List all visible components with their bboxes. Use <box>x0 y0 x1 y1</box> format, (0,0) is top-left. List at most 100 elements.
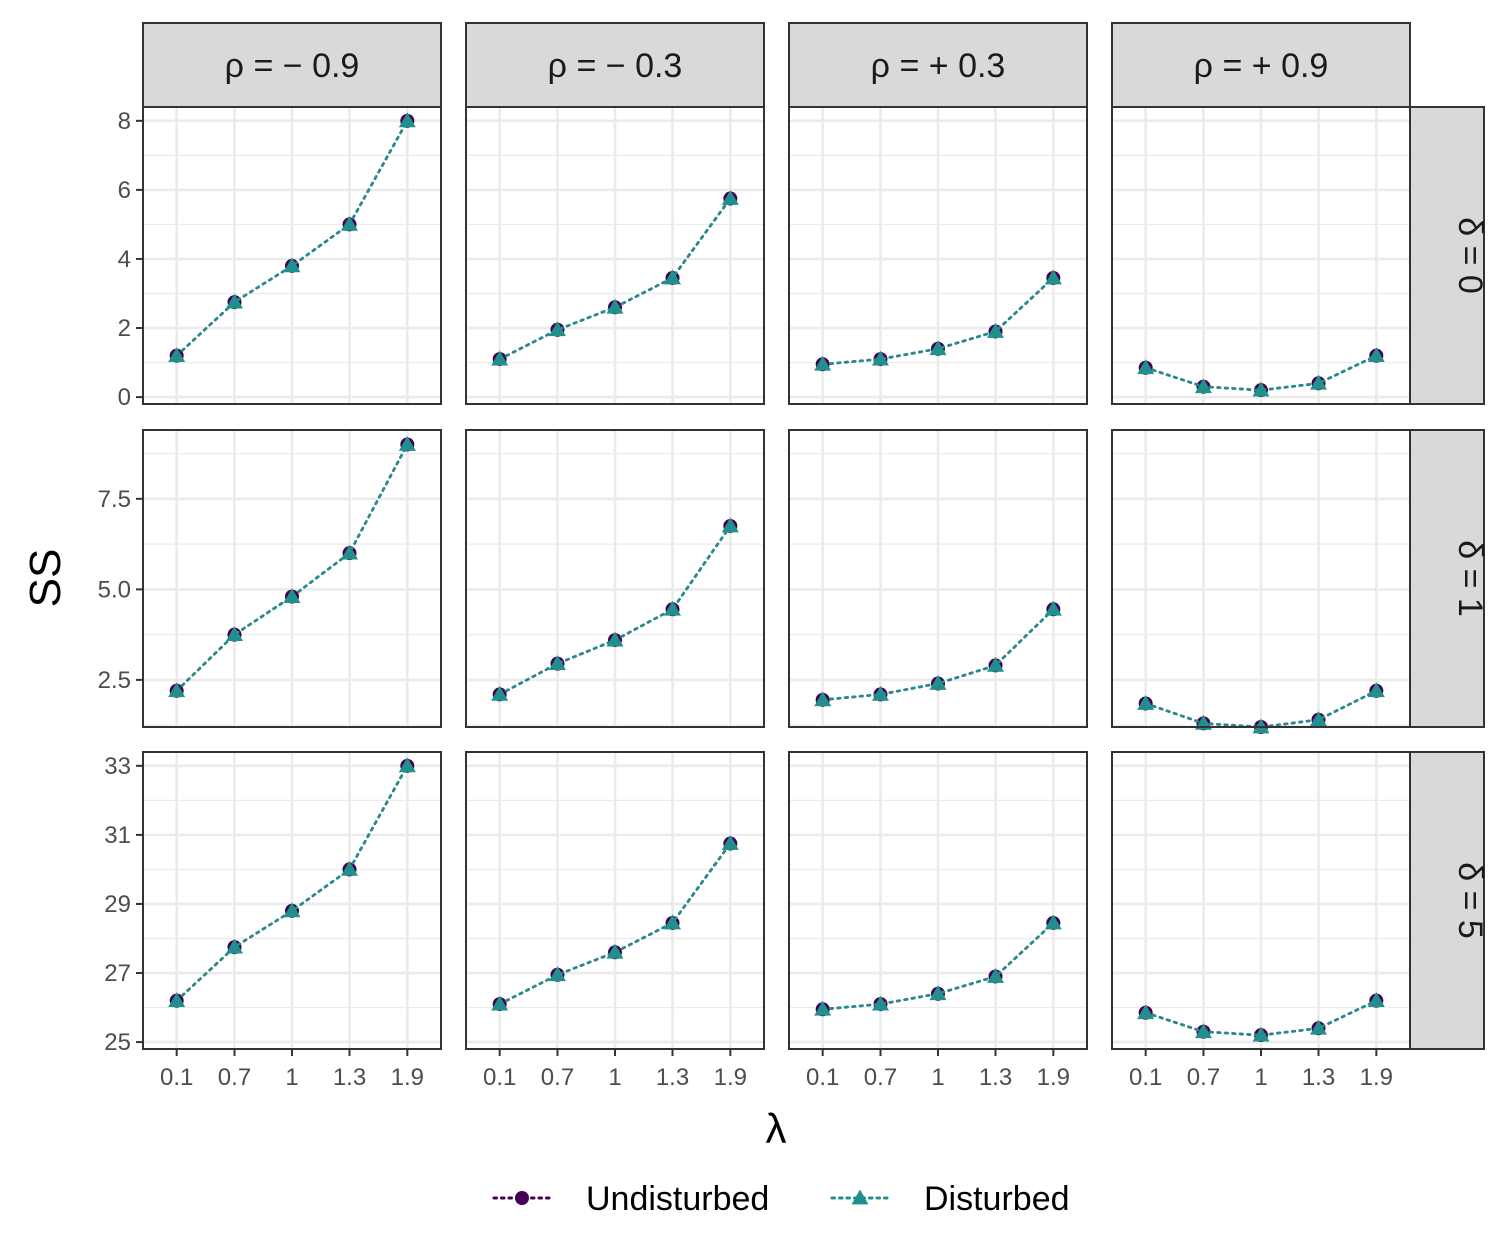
y-tick-label: 31 <box>104 822 131 849</box>
row-strip-label: δ = 1 <box>1451 540 1489 617</box>
data-point-disturbed <box>987 967 1005 983</box>
x-tick-label: 1 <box>1254 1064 1267 1091</box>
column-strip-label: ρ = + 0.3 <box>871 47 1006 85</box>
data-point-disturbed <box>664 914 682 930</box>
series-line-disturbed <box>821 276 1055 366</box>
column-strip-label: ρ = − 0.3 <box>548 47 683 85</box>
data-point-disturbed <box>721 190 739 205</box>
data-point-disturbed <box>168 347 186 363</box>
data-point-disturbed <box>341 544 359 560</box>
data-point-disturbed <box>1137 694 1155 710</box>
column-strip <box>465 22 765 108</box>
data-point-disturbed <box>283 902 301 918</box>
data-point-disturbed <box>987 322 1005 338</box>
data-point-disturbed <box>1367 682 1385 698</box>
row-strip-label: δ = 5 <box>1451 862 1489 939</box>
x-tick-label: 0.7 <box>541 1064 574 1091</box>
data-point-disturbed <box>1194 1023 1212 1039</box>
panel-border <box>1111 106 1411 405</box>
x-tick-label: 0.1 <box>806 1064 839 1091</box>
data-point-disturbed <box>606 631 624 647</box>
panel-border <box>465 106 765 405</box>
data-point-disturbed <box>548 321 566 337</box>
x-tick-label: 1 <box>608 1064 621 1091</box>
data-point-disturbed <box>283 257 301 273</box>
x-tick-label: 0.1 <box>160 1064 193 1091</box>
x-tick-label: 0.1 <box>483 1064 516 1091</box>
panel-border <box>142 429 442 728</box>
data-point-disturbed <box>814 355 832 371</box>
data-point-disturbed <box>1252 381 1270 397</box>
data-point-disturbed <box>398 757 416 773</box>
x-tick-label: 1.3 <box>1302 1064 1335 1091</box>
series-line-disturbed <box>1144 354 1378 392</box>
data-point-disturbed <box>398 435 416 451</box>
x-tick-label: 1 <box>285 1064 298 1091</box>
y-tick-label: 2.5 <box>98 667 131 694</box>
series-line-disturbed <box>821 608 1055 702</box>
series-line-disturbed <box>821 921 1055 1011</box>
x-tick-label: 0.1 <box>1129 1064 1162 1091</box>
data-point-disturbed <box>1044 914 1062 930</box>
data-point-disturbed <box>1310 374 1328 390</box>
series-line-disturbed <box>175 119 409 357</box>
panel-border <box>788 429 1088 728</box>
panel-border <box>788 106 1088 405</box>
legend-label: Disturbed <box>924 1180 1070 1218</box>
x-tick-label: 1.9 <box>1360 1064 1393 1091</box>
data-point-disturbed <box>1252 1026 1270 1042</box>
data-point-disturbed <box>929 675 947 690</box>
x-axis-title: λ <box>766 1105 787 1152</box>
data-point-disturbed <box>929 985 947 1001</box>
data-point-disturbed <box>929 340 947 356</box>
x-tick-label: 0.7 <box>864 1064 897 1091</box>
y-tick-label: 7.5 <box>98 486 131 513</box>
data-point-disturbed <box>987 656 1005 672</box>
legend: Undisturbed Disturbed <box>492 1180 1070 1218</box>
data-point-disturbed <box>398 112 416 128</box>
data-point-disturbed <box>225 626 243 642</box>
y-tick-label: 5.0 <box>98 576 131 603</box>
data-point-disturbed <box>1367 347 1385 363</box>
data-point-disturbed <box>814 1000 832 1016</box>
series-line-disturbed <box>175 764 409 1002</box>
data-point-disturbed <box>491 685 509 701</box>
column-strip-label: ρ = − 0.9 <box>225 47 360 85</box>
x-tick-label: 0.7 <box>1187 1064 1220 1091</box>
column-strip <box>1111 22 1411 108</box>
y-tick-label: 33 <box>104 753 131 780</box>
data-point-disturbed <box>168 992 186 1008</box>
data-point-disturbed <box>721 835 739 850</box>
data-point-disturbed <box>1310 1019 1328 1035</box>
row-strip-label: δ = 0 <box>1451 217 1489 294</box>
y-tick-label: 8 <box>118 108 131 135</box>
axes-layer: 0 2 4 6 8 2.5 5.0 7.5 25 27 29 31 33 0.1 0.7 1 1.3 1.9 0.1… <box>98 106 1411 1091</box>
data-point-disturbed <box>1044 269 1062 285</box>
series-layer <box>168 112 1385 1043</box>
legend-key-marker <box>851 1189 869 1205</box>
data-point-disturbed <box>1310 711 1328 727</box>
x-tick-label: 1.9 <box>714 1064 747 1091</box>
y-axis-title: SS <box>21 549 70 608</box>
panel-border <box>465 429 765 728</box>
data-point-disturbed <box>225 293 243 309</box>
data-point-disturbed <box>871 685 889 701</box>
data-point-disturbed <box>491 995 509 1011</box>
legend-label: Undisturbed <box>586 1180 769 1218</box>
facet-strips: ρ = − 0.9 ρ = − 0.3 ρ = + 0.3 ρ = + 0.9 δ = … <box>142 22 1489 1050</box>
data-point-disturbed <box>283 588 301 603</box>
y-tick-label: 29 <box>104 891 131 918</box>
panel-border <box>142 106 442 405</box>
data-point-disturbed <box>1194 378 1212 394</box>
data-point-disturbed <box>341 215 359 231</box>
y-tick-label: 6 <box>118 177 131 204</box>
data-point-disturbed <box>664 269 682 285</box>
column-strip <box>142 22 442 108</box>
data-point-disturbed <box>871 995 889 1011</box>
series-line-disturbed <box>1144 999 1378 1037</box>
data-point-disturbed <box>664 600 682 616</box>
data-point-disturbed <box>606 298 624 314</box>
x-tick-label: 1.9 <box>1037 1064 1070 1091</box>
x-tick-label: 1.3 <box>333 1064 366 1091</box>
